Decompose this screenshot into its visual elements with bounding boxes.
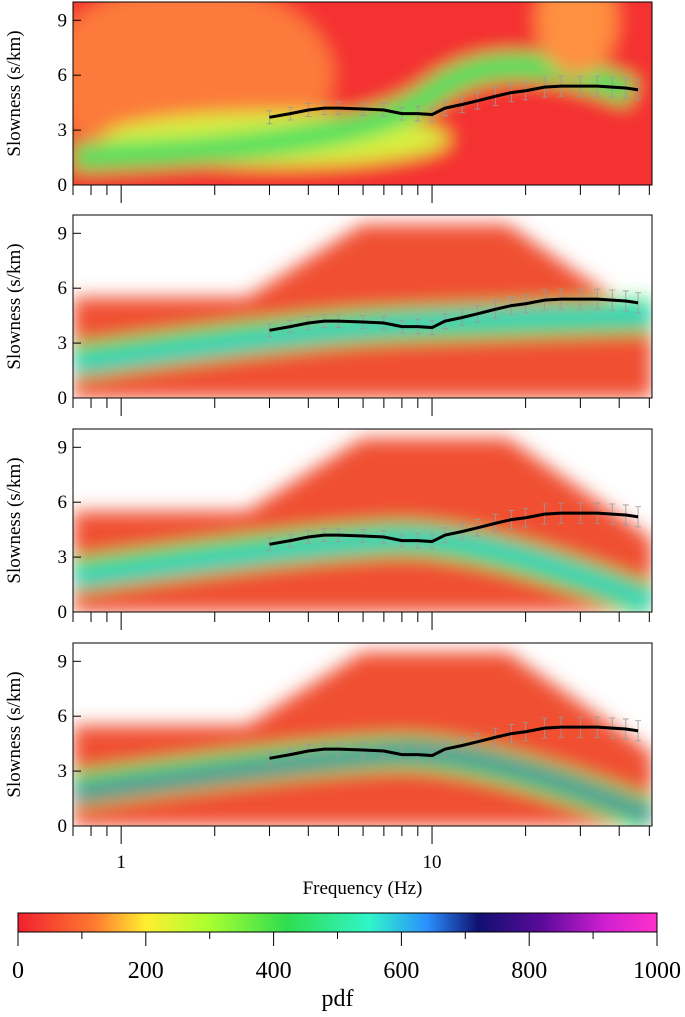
plot-frame bbox=[72, 428, 653, 613]
colorbar-label: pdf bbox=[322, 986, 354, 1012]
x-axis-label: Frequency (Hz) bbox=[303, 878, 423, 899]
dispersion-curve bbox=[269, 725, 639, 760]
colorbar-tick-label: 200 bbox=[128, 958, 164, 984]
y-tick-label: 3 bbox=[58, 547, 68, 568]
heatmap-blobs bbox=[73, 2, 652, 185]
colorbar-tick-label: 0 bbox=[12, 958, 24, 984]
y-axis-label: Slowness (s/km) bbox=[4, 457, 25, 583]
y-tick-label: 0 bbox=[58, 602, 68, 623]
y-axis-label: Slowness (s/km) bbox=[4, 30, 25, 156]
error-bar bbox=[635, 292, 642, 314]
heat-blob bbox=[536, 2, 618, 76]
dispersion-curve bbox=[269, 297, 639, 332]
plot-frame bbox=[72, 642, 653, 827]
heatmap bbox=[73, 2, 652, 185]
x-tick-label: 10 bbox=[423, 852, 442, 873]
heatmap bbox=[73, 652, 652, 826]
x-tick-label: 1 bbox=[116, 852, 126, 873]
heatmap bbox=[73, 224, 652, 398]
error-bar bbox=[635, 506, 642, 528]
colorbar-tick-label: 800 bbox=[511, 958, 547, 984]
heatmap-blobs bbox=[73, 224, 652, 398]
y-tick-label: 0 bbox=[58, 175, 68, 196]
y-tick-label: 6 bbox=[58, 65, 68, 86]
plot-frame bbox=[72, 214, 653, 399]
y-tick-label: 3 bbox=[58, 120, 68, 141]
y-tick-label: 0 bbox=[58, 816, 68, 837]
y-axis-label: Slowness (s/km) bbox=[4, 243, 25, 369]
y-tick-label: 3 bbox=[58, 761, 68, 782]
y-tick-label: 6 bbox=[58, 492, 68, 513]
y-tick-label: 9 bbox=[58, 223, 68, 244]
y-tick-label: 6 bbox=[58, 278, 68, 299]
dispersion-curve bbox=[269, 84, 639, 119]
y-tick-label: 6 bbox=[58, 706, 68, 727]
colorbar-tick-label: 400 bbox=[256, 958, 292, 984]
error-bar bbox=[635, 79, 642, 101]
colorbar bbox=[17, 912, 658, 933]
heatmap-blobs bbox=[73, 438, 652, 612]
y-tick-label: 3 bbox=[58, 333, 68, 354]
heat-band bbox=[73, 52, 638, 172]
plot-frame bbox=[72, 1, 653, 186]
y-axis-label: Slowness (s/km) bbox=[4, 671, 25, 797]
y-tick-label: 9 bbox=[58, 437, 68, 458]
error-bar bbox=[635, 720, 642, 742]
y-tick-label: 0 bbox=[58, 388, 68, 409]
y-tick-label: 9 bbox=[58, 651, 68, 672]
colorbar-tick-label: 600 bbox=[383, 958, 419, 984]
y-tick-label: 9 bbox=[58, 10, 68, 31]
dispersion-curve bbox=[269, 511, 639, 546]
colorbar-tick-label: 1000 bbox=[633, 958, 681, 984]
heatmap bbox=[73, 438, 652, 612]
heatmap-blobs bbox=[73, 652, 652, 826]
